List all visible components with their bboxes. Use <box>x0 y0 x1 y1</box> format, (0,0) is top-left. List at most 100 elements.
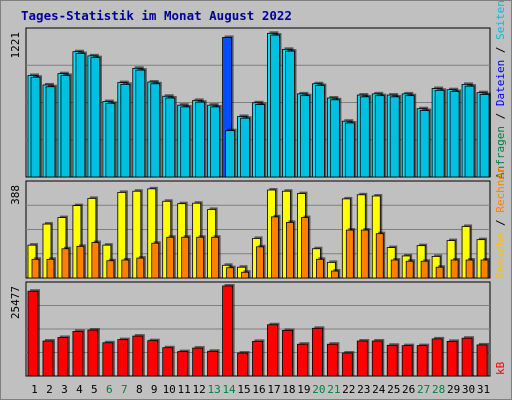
x-tick-label-day-20: 20 <box>312 383 325 396</box>
bar-seiten-day-9 <box>150 81 162 178</box>
bar-kb-day-7 <box>117 337 130 377</box>
bar-rechner-day-29-face <box>450 259 459 279</box>
bar-kb-day-19-face <box>297 343 308 377</box>
legend-visits-part-1: / <box>494 213 507 233</box>
bar-seiten-day-4-face <box>75 53 86 178</box>
bar-rechner-day-21 <box>330 269 341 279</box>
bar-seiten-day-30-face <box>464 85 475 178</box>
bar-kb-day-27-face <box>416 345 428 377</box>
bar-rechner-day-4-face <box>76 245 85 279</box>
bar-kb-day-23-face <box>356 340 368 377</box>
bar-kb-day-3 <box>57 335 70 377</box>
x-tick-label-day-29: 29 <box>447 383 460 396</box>
bar-rechner-day-2-face <box>46 258 55 279</box>
bar-rechner-day-28 <box>435 265 446 279</box>
bar-seiten-day-8-face <box>135 69 146 178</box>
bar-rechner-day-20-face <box>315 258 324 279</box>
bar-seiten-day-15-face <box>240 117 250 178</box>
bar-kb-day-2 <box>42 339 55 377</box>
bar-seiten-day-18-face <box>285 50 295 178</box>
bar-seiten-day-9-face <box>150 83 161 178</box>
bar-rechner-day-22 <box>345 228 356 279</box>
bar-seiten-day-6 <box>105 101 117 178</box>
bar-kb-day-4 <box>72 329 85 377</box>
bar-kb-day-21-face <box>326 343 338 377</box>
bar-kb-day-15 <box>237 351 250 377</box>
bar-seiten-day-17 <box>270 33 282 178</box>
bar-rechner-day-17 <box>271 214 281 279</box>
bar-seiten-day-10-face <box>165 97 176 178</box>
bar-seiten-day-4 <box>75 51 87 178</box>
bar-rechner-day-27-face <box>420 260 429 279</box>
bar-kb-day-29-face <box>446 340 458 377</box>
bar-rechner-day-16 <box>256 244 266 279</box>
bar-seiten-day-20-face <box>314 85 325 178</box>
bar-rechner-day-19-face <box>301 217 309 279</box>
bar-seiten-day-2-face <box>45 86 56 178</box>
bar-seiten-day-25-face <box>389 96 400 178</box>
bar-kb-day-17 <box>267 322 280 377</box>
bar-kb-day-18-face <box>282 330 293 377</box>
x-tick-label-day-27: 27 <box>417 383 430 396</box>
bar-rechner-day-11 <box>181 235 191 279</box>
bar-rechner-day-10-face <box>166 236 175 279</box>
x-tick-label-day-17: 17 <box>267 383 280 396</box>
bar-rechner-day-19 <box>301 215 311 279</box>
bar-kb-day-28-face <box>431 338 443 377</box>
bar-rechner-day-8 <box>136 256 146 279</box>
bar-seiten-day-11 <box>180 104 192 178</box>
bar-rechner-day-6-face <box>106 260 115 279</box>
bar-rechner-day-24-face <box>375 233 384 279</box>
bar-kb-day-31 <box>476 342 490 377</box>
bar-rechner-day-23-face <box>360 229 369 279</box>
bar-rechner-day-30-face <box>465 259 474 279</box>
bar-kb-day-25 <box>386 343 400 377</box>
chart-title: Tages-Statistik im Monat August 2022 <box>21 8 292 23</box>
bar-kb-day-22 <box>341 351 355 377</box>
bar-kb-day-31-face <box>476 344 488 377</box>
bar-seiten-day-14 <box>225 128 237 178</box>
bar-seiten-day-26 <box>404 93 417 178</box>
bar-seiten-day-22-face <box>344 122 355 178</box>
ymax-label-traffic: 25477 <box>9 286 22 319</box>
ymax-label-requests: 1221 <box>9 32 22 59</box>
bar-rechner-day-3 <box>61 246 71 279</box>
bar-kb-day-9 <box>147 338 160 377</box>
bar-kb-day-6 <box>102 340 115 377</box>
x-tick-label-day-18: 18 <box>282 383 295 396</box>
x-tick-label-day-21: 21 <box>327 383 340 396</box>
x-tick-label-day-2: 2 <box>46 383 53 396</box>
bar-seiten-day-21 <box>329 97 342 178</box>
x-tick-label-day-19: 19 <box>297 383 310 396</box>
x-tick-label-day-16: 16 <box>252 383 265 396</box>
legend-traffic: kB <box>494 361 507 375</box>
legend-requests-part-0: Anfragen <box>494 126 507 179</box>
bar-rechner-day-28-face <box>435 266 444 279</box>
bar-rechner-day-18-face <box>286 221 294 279</box>
bar-rechner-day-23 <box>360 228 371 279</box>
bar-seiten-day-16 <box>255 102 267 178</box>
x-tick-label-day-26: 26 <box>402 383 415 396</box>
bar-kb-day-4-face <box>72 331 84 377</box>
bar-rechner-day-31 <box>480 258 491 279</box>
bar-seiten-day-23 <box>359 94 372 178</box>
bar-seiten-day-29-face <box>449 91 460 178</box>
x-tick-label-day-22: 22 <box>342 383 355 396</box>
bar-seiten-day-1 <box>30 75 42 178</box>
bar-kb-day-2-face <box>42 340 54 377</box>
bar-rechner-day-26-face <box>405 260 414 279</box>
bar-kb-day-3-face <box>57 337 69 377</box>
bar-seiten-day-31 <box>479 92 492 178</box>
x-tick-label-day-30: 30 <box>462 383 475 396</box>
bar-kb-day-9-face <box>147 340 159 377</box>
bar-seiten-day-8 <box>135 68 147 178</box>
bar-seiten-day-19-face <box>300 95 310 178</box>
bar-kb-day-21 <box>326 342 340 377</box>
bar-kb-day-13 <box>207 349 220 377</box>
x-tick-label-day-10: 10 <box>163 383 176 396</box>
ymax-label-visits: 388 <box>9 185 22 205</box>
bar-kb-day-27 <box>416 343 430 377</box>
bar-kb-day-10-face <box>162 347 174 377</box>
bar-rechner-day-15-face <box>241 271 249 279</box>
